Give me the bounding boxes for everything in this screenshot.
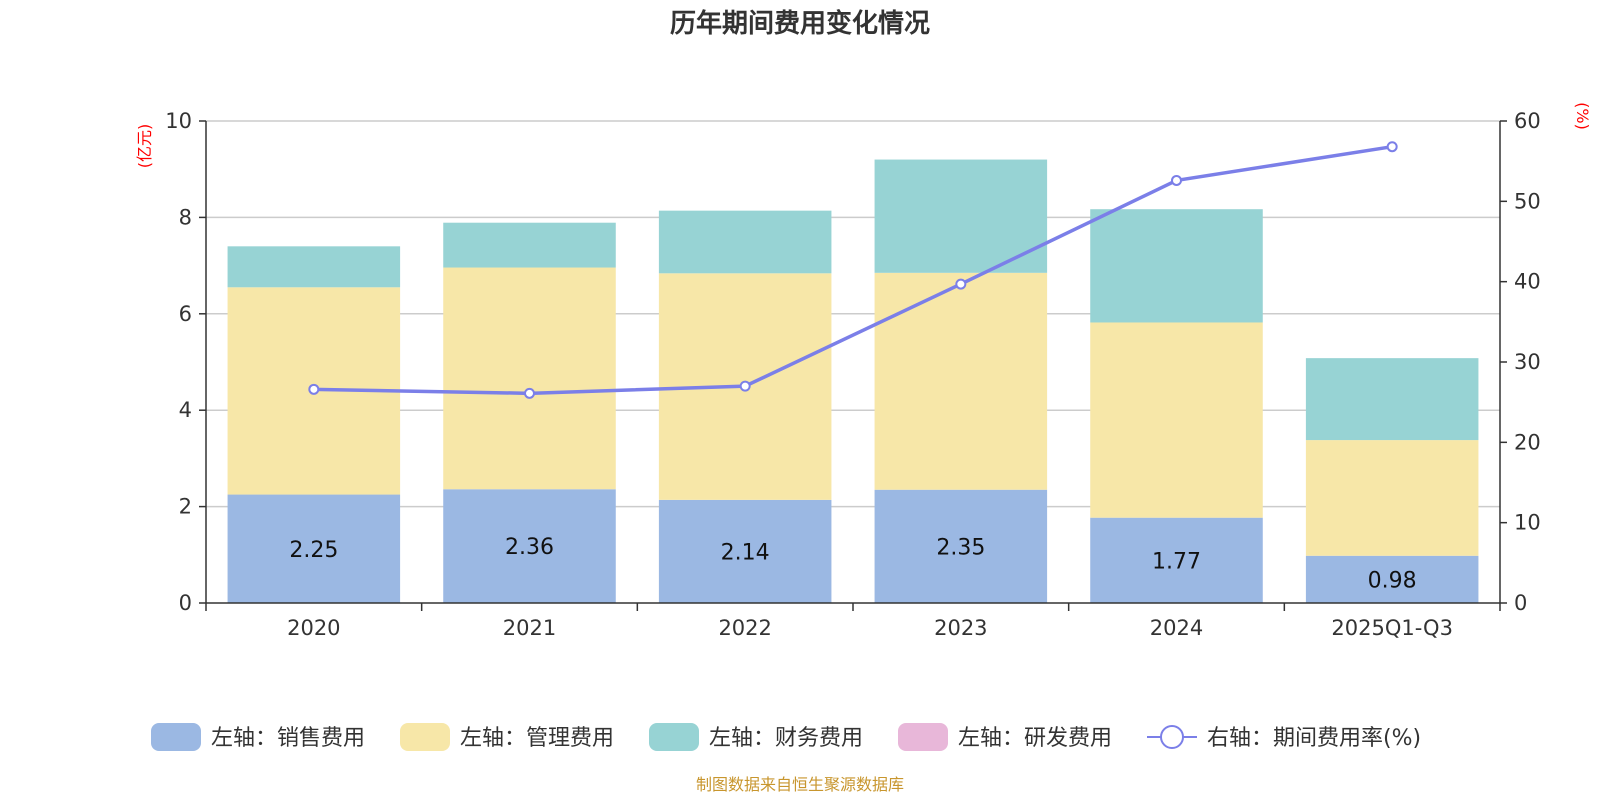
rate-point [739,380,751,392]
legend-label: 左轴：研发费用 [958,726,1112,751]
legend-marker [1160,725,1184,749]
bar-segment [1305,358,1479,441]
bars [227,159,1479,603]
data-labels: 2.25 2.36 2.14 2.35 1.77 0.98 [289,535,1416,593]
bar-segment [874,489,1048,603]
right-axis-tick-label: 60 [1514,109,1541,133]
x-axis-tick-label: 2023 [934,616,987,640]
left-axis-tick-label: 6 [179,302,192,326]
rate-point [1171,174,1182,186]
bar-segment [874,272,1048,490]
x-axis-tick-label: 2021 [503,616,556,640]
bar-segment [1090,209,1263,323]
bar-segment [658,499,832,603]
legend-swatch [151,723,201,751]
left-axis-tick-label: 0 [179,591,192,615]
bar-segment [227,494,401,603]
right-axis-tick-label: 50 [1514,189,1541,213]
bar-segment [1305,555,1479,603]
bar-segment [1090,322,1263,518]
right-axis-tick-label: 20 [1514,430,1541,454]
legend-label: 左轴：管理费用 [460,726,614,751]
data-label: 2.14 [721,540,770,565]
chart-title: 历年期间费用变化情况 [670,8,930,39]
rate-line-path [313,144,1393,396]
rate-line [308,141,1398,399]
left-axis-tick-label: 2 [179,495,192,519]
rate-point [524,387,535,399]
data-label: 2.35 [936,535,985,560]
bar-segment [227,246,401,288]
bar-segment [443,489,616,603]
bar-segment [1090,517,1263,603]
axes: 0 2 4 6 8 10 0 10 20 30 40 50 60 2020 2021 2022 2023 2024… [165,109,1540,640]
right-axis-tick-label: 0 [1514,591,1527,615]
grid-lines [206,120,1500,508]
bar-segment [874,159,1048,273]
bar-segment [1305,440,1479,556]
right-axis-tick-label: 40 [1514,270,1541,294]
data-label: 2.25 [289,538,338,563]
right-axis-unit: (%) [1573,102,1592,130]
data-label: 0.98 [1368,568,1417,593]
x-axis-tick-label: 2020 [287,616,340,640]
legend-swatch [649,723,699,751]
bar-segment [443,222,616,268]
right-axis-tick-label: 10 [1514,511,1541,535]
legend-label: 右轴：期间费用率(%) [1207,726,1421,751]
left-axis-tick-label: 10 [165,109,192,133]
legend-label: 左轴：财务费用 [709,726,863,751]
bar-segment [658,210,832,274]
data-label: 1.77 [1152,549,1201,574]
rate-point [308,383,320,395]
left-axis-tick-label: 4 [179,398,192,422]
legend-swatch [400,723,450,751]
legend-label: 左轴：销售费用 [211,726,365,751]
left-axis-tick-label: 8 [179,205,192,229]
bar-segment [443,267,616,490]
source-note: 制图数据来自恒生聚源数据库 [696,775,904,794]
left-axis-unit: (亿元) [135,124,154,169]
legend: 左轴：销售费用 左轴：管理费用 左轴：财务费用 左轴：研发费用 右轴：期间费用率(%) [151,723,1421,751]
legend-swatch [898,723,948,751]
rate-point [955,278,967,290]
right-axis-tick-label: 30 [1514,350,1541,374]
rate-point [1386,141,1398,153]
data-label: 2.36 [505,535,554,560]
x-axis-tick-label: 2025Q1-Q3 [1331,616,1453,640]
x-axis-tick-label: 2022 [718,616,771,640]
x-axis-tick-label: 2024 [1150,616,1203,640]
